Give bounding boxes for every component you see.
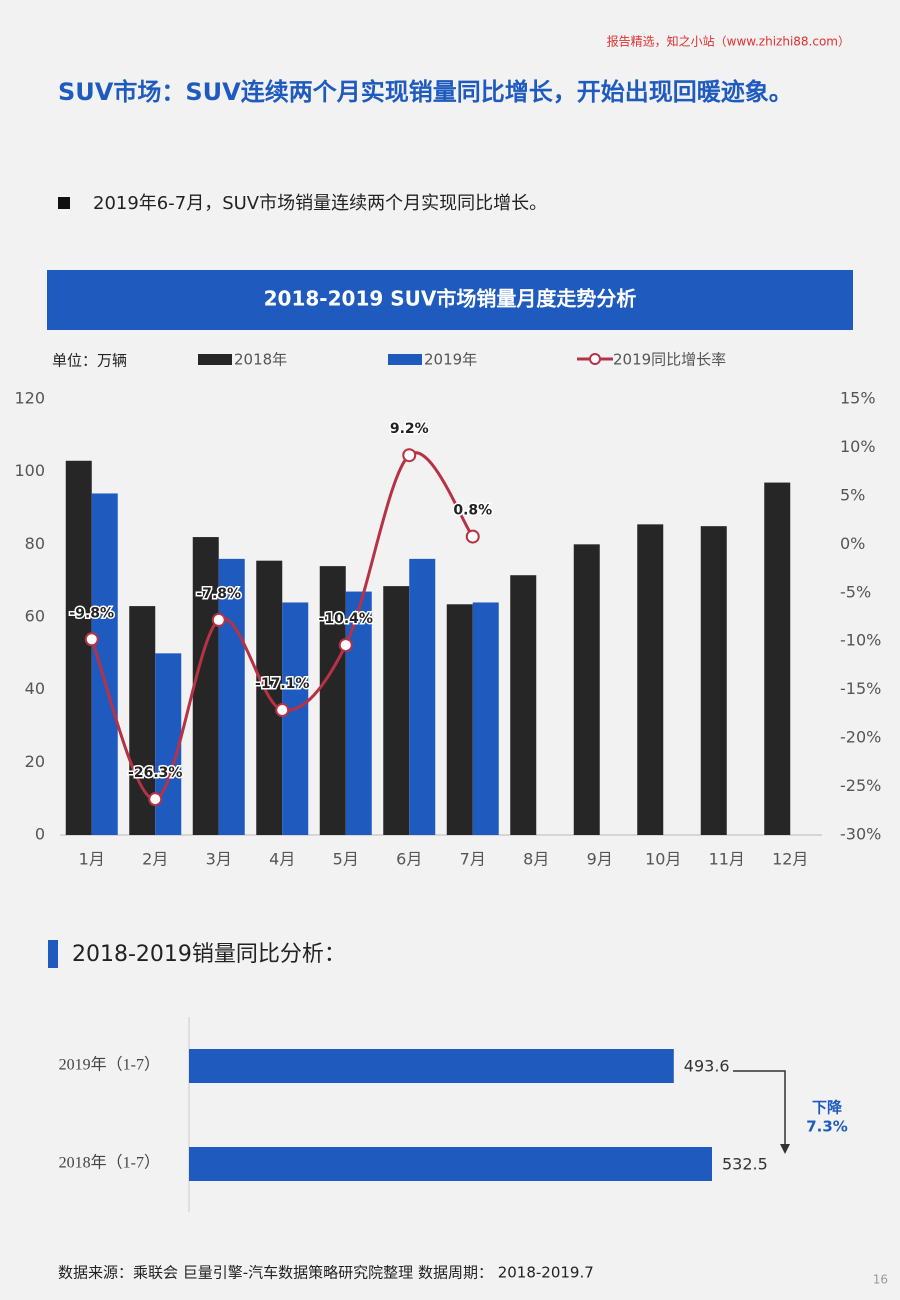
line-point [402, 448, 417, 463]
y-tick-label: 40 [25, 679, 45, 698]
y2-tick-label: -25% [840, 776, 881, 795]
x-tick-label: 3月 [206, 850, 232, 869]
y-tick-label: 2019年（1-7） [59, 1056, 160, 1074]
data-label: -17.1% [255, 676, 309, 692]
y2-tick-label: -5% [840, 582, 871, 601]
bar [409, 558, 436, 835]
source-note: 数据来源：乘联会 巨量引擎-汽车数据策略研究院整理 数据周期： 2018-201… [58, 1264, 594, 1282]
bullet-text: 2019年6-7月，SUV市场销量连续两个月实现同比增长。 [93, 193, 547, 214]
line-point [338, 638, 353, 653]
data-label: -7.8% [196, 586, 241, 602]
arrow [733, 1070, 786, 1146]
bar [218, 558, 245, 835]
legend-swatch [589, 353, 601, 365]
bar [764, 482, 791, 835]
y2-tick-label: -20% [840, 728, 881, 747]
y-tick-label: 2018年（1-7） [59, 1154, 160, 1172]
bar [510, 575, 537, 835]
legend-label: 2018年 [234, 351, 287, 369]
bullet-marker [58, 197, 70, 209]
annotation: 下降 [812, 1099, 843, 1117]
y2-tick-label: -30% [840, 825, 881, 844]
data-label: 9.2% [390, 421, 429, 437]
bar [189, 1049, 674, 1083]
data-label: 532.5 [722, 1155, 768, 1174]
y-tick-label: 60 [25, 607, 45, 626]
legend-label: 2019年 [424, 351, 477, 369]
bar [573, 544, 600, 835]
chart-banner [47, 270, 853, 330]
x-tick-label: 9月 [587, 850, 613, 869]
chart-title: 2018-2019 SUV市场销量月度走势分析 [264, 287, 637, 311]
y-tick-label: 100 [14, 461, 45, 480]
unit-label: 单位：万辆 [52, 352, 127, 370]
annotation: 7.3% [806, 1118, 848, 1136]
data-label: 493.6 [684, 1057, 730, 1076]
bar [700, 526, 727, 835]
y-tick-label: 0 [35, 825, 45, 844]
y-tick-label: 20 [25, 752, 45, 771]
bar [637, 524, 664, 835]
y2-tick-label: 0% [840, 534, 865, 553]
bar [189, 1147, 712, 1181]
page-number: 16 [873, 1273, 888, 1287]
legend-swatch [198, 354, 232, 365]
arrow-head [780, 1144, 790, 1154]
bar [319, 566, 346, 835]
bar [282, 602, 309, 835]
bar [472, 602, 499, 835]
y-tick-label: 120 [14, 389, 45, 408]
data-label: 0.8% [453, 503, 492, 519]
bar [91, 493, 118, 835]
y-tick-label: 80 [25, 534, 45, 553]
watermark: 报告精选，知之小站（www.zhizhi88.com） [607, 34, 850, 49]
bar [345, 591, 372, 835]
x-tick-label: 1月 [79, 850, 105, 869]
x-tick-label: 10月 [645, 850, 681, 869]
section-marker [48, 940, 58, 968]
legend-swatch [388, 354, 422, 365]
bar [65, 460, 92, 835]
x-tick-label: 8月 [523, 850, 549, 869]
x-tick-label: 2月 [142, 850, 168, 869]
x-tick-label: 6月 [396, 850, 422, 869]
bar [383, 586, 410, 835]
line-point [275, 703, 290, 718]
line-point [465, 529, 480, 544]
legend-label: 2019同比增长率 [613, 351, 726, 369]
x-tick-label: 4月 [269, 850, 295, 869]
x-tick-label: 5月 [333, 850, 359, 869]
y2-tick-label: 5% [840, 485, 865, 504]
y2-tick-label: 15% [840, 389, 876, 408]
data-label: -26.3% [128, 765, 182, 781]
bar [446, 604, 473, 835]
x-tick-label: 11月 [709, 850, 745, 869]
bar [155, 653, 182, 835]
line-point [84, 632, 99, 647]
line-point [148, 792, 163, 807]
data-label: -9.8% [69, 605, 114, 621]
y2-tick-label: -10% [840, 631, 881, 650]
y2-tick-label: 10% [840, 437, 876, 456]
section-title: 2018-2019销量同比分析： [72, 942, 346, 967]
x-tick-label: 7月 [460, 850, 486, 869]
page-title: SUV市场：SUV连续两个月实现销量同比增长，开始出现回暖迹象。 [58, 78, 793, 106]
x-tick-label: 12月 [772, 850, 808, 869]
data-label: -10.4% [319, 611, 373, 627]
bar [192, 537, 219, 835]
y2-tick-label: -15% [840, 679, 881, 698]
line-point [211, 612, 226, 627]
